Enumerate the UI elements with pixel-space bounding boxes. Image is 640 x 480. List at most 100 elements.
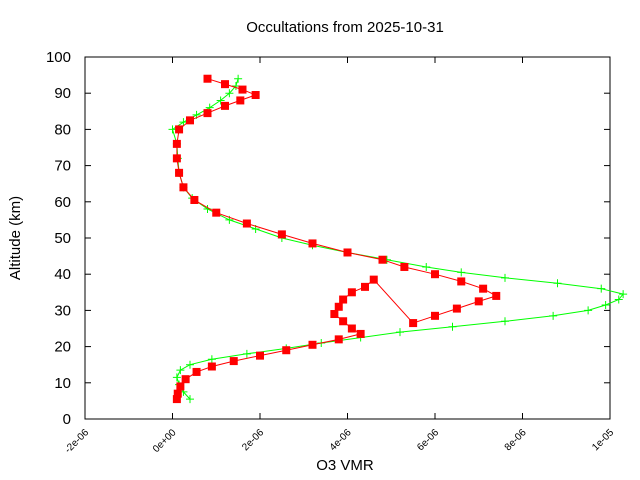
data-point xyxy=(236,96,245,105)
data-point xyxy=(619,290,628,299)
data-point xyxy=(229,357,238,366)
data-point xyxy=(172,139,181,148)
data-point xyxy=(308,239,317,248)
data-point xyxy=(479,284,488,293)
data-point xyxy=(457,277,466,286)
data-point xyxy=(501,317,509,326)
series-0 xyxy=(168,74,628,404)
data-point xyxy=(400,262,409,271)
y-axis: 0 10 20 30 40 50 60 70 80 90 100 xyxy=(46,49,610,428)
x-axis-label: O3 VMR xyxy=(316,457,374,474)
data-point xyxy=(549,311,558,320)
data-point xyxy=(242,219,251,228)
data-point xyxy=(172,395,181,404)
x-tick-label: 2e-06 xyxy=(240,427,266,453)
data-point xyxy=(334,302,343,311)
data-point xyxy=(203,109,212,118)
data-point xyxy=(212,208,221,217)
data-point xyxy=(172,154,181,163)
x-tick-label: 4e-06 xyxy=(328,427,354,453)
data-point xyxy=(203,74,212,83)
data-point xyxy=(614,295,623,304)
series-line xyxy=(171,78,624,400)
data-point xyxy=(179,183,188,192)
x-tick-label: 0e+00 xyxy=(151,427,179,455)
x-tick-label: 6e-06 xyxy=(415,427,441,453)
data-point xyxy=(347,324,356,333)
data-point xyxy=(584,306,593,315)
data-point xyxy=(330,310,339,319)
y-tick-label: 10 xyxy=(54,375,71,392)
data-point xyxy=(282,346,291,355)
data-point xyxy=(277,230,286,239)
data-point xyxy=(221,101,229,110)
data-point xyxy=(234,74,243,83)
data-point xyxy=(172,373,181,382)
y-tick-label: 70 xyxy=(54,158,71,175)
data-point xyxy=(339,317,348,326)
y-tick-label: 40 xyxy=(54,266,71,283)
y-tick-label: 50 xyxy=(54,230,71,247)
data-point xyxy=(448,322,457,331)
data-point xyxy=(492,291,501,300)
data-point xyxy=(221,80,229,89)
data-point xyxy=(339,295,348,304)
data-point xyxy=(225,89,234,98)
data-point xyxy=(431,311,439,320)
y-tick-label: 100 xyxy=(46,49,71,66)
data-point xyxy=(238,85,247,94)
data-point xyxy=(216,96,225,105)
data-point xyxy=(207,355,216,364)
x-tick-label: 1e-05 xyxy=(590,427,616,453)
y-tick-label: 60 xyxy=(54,194,71,211)
data-point xyxy=(601,300,610,309)
data-point xyxy=(356,329,365,338)
data-point xyxy=(173,389,182,398)
data-point xyxy=(175,125,184,134)
data-point xyxy=(207,362,216,371)
plot-frame xyxy=(84,56,611,420)
data-point xyxy=(176,382,185,391)
data-point xyxy=(457,268,466,277)
data-point xyxy=(474,297,483,306)
data-point xyxy=(361,282,369,291)
y-axis-label: Altitude (km) xyxy=(7,196,24,280)
data-point xyxy=(431,270,439,279)
data-point xyxy=(334,335,343,344)
data-point xyxy=(181,375,190,384)
data-point xyxy=(347,288,356,297)
series-layer xyxy=(168,74,628,404)
data-point xyxy=(186,116,194,125)
data-point xyxy=(251,91,260,100)
y-tick-label: 30 xyxy=(54,302,71,319)
x-tick-label: 8e-06 xyxy=(503,427,529,453)
data-point xyxy=(186,395,194,404)
data-point xyxy=(378,255,387,264)
data-point xyxy=(256,351,264,360)
data-point xyxy=(409,319,418,328)
data-point xyxy=(192,367,201,376)
y-tick-label: 90 xyxy=(54,85,71,102)
series-1 xyxy=(172,74,501,404)
y-tick-label: 80 xyxy=(54,121,71,138)
series-line xyxy=(176,78,498,400)
data-point xyxy=(175,168,184,177)
data-point xyxy=(343,248,352,257)
data-point xyxy=(553,279,562,288)
x-tick-label: -2e-06 xyxy=(63,427,92,456)
y-tick-label: 20 xyxy=(54,339,71,356)
data-point xyxy=(186,360,194,369)
data-point xyxy=(242,349,251,358)
data-point xyxy=(422,262,431,271)
data-point xyxy=(369,275,378,284)
data-point xyxy=(308,340,317,349)
data-point xyxy=(597,284,606,293)
data-point xyxy=(176,366,185,375)
chart-title: Occultations from 2025-10-31 xyxy=(246,19,444,36)
data-point xyxy=(190,195,199,204)
y-tick-label: 0 xyxy=(63,411,71,428)
data-point xyxy=(396,328,404,337)
data-point xyxy=(452,304,461,313)
data-point xyxy=(501,273,509,282)
